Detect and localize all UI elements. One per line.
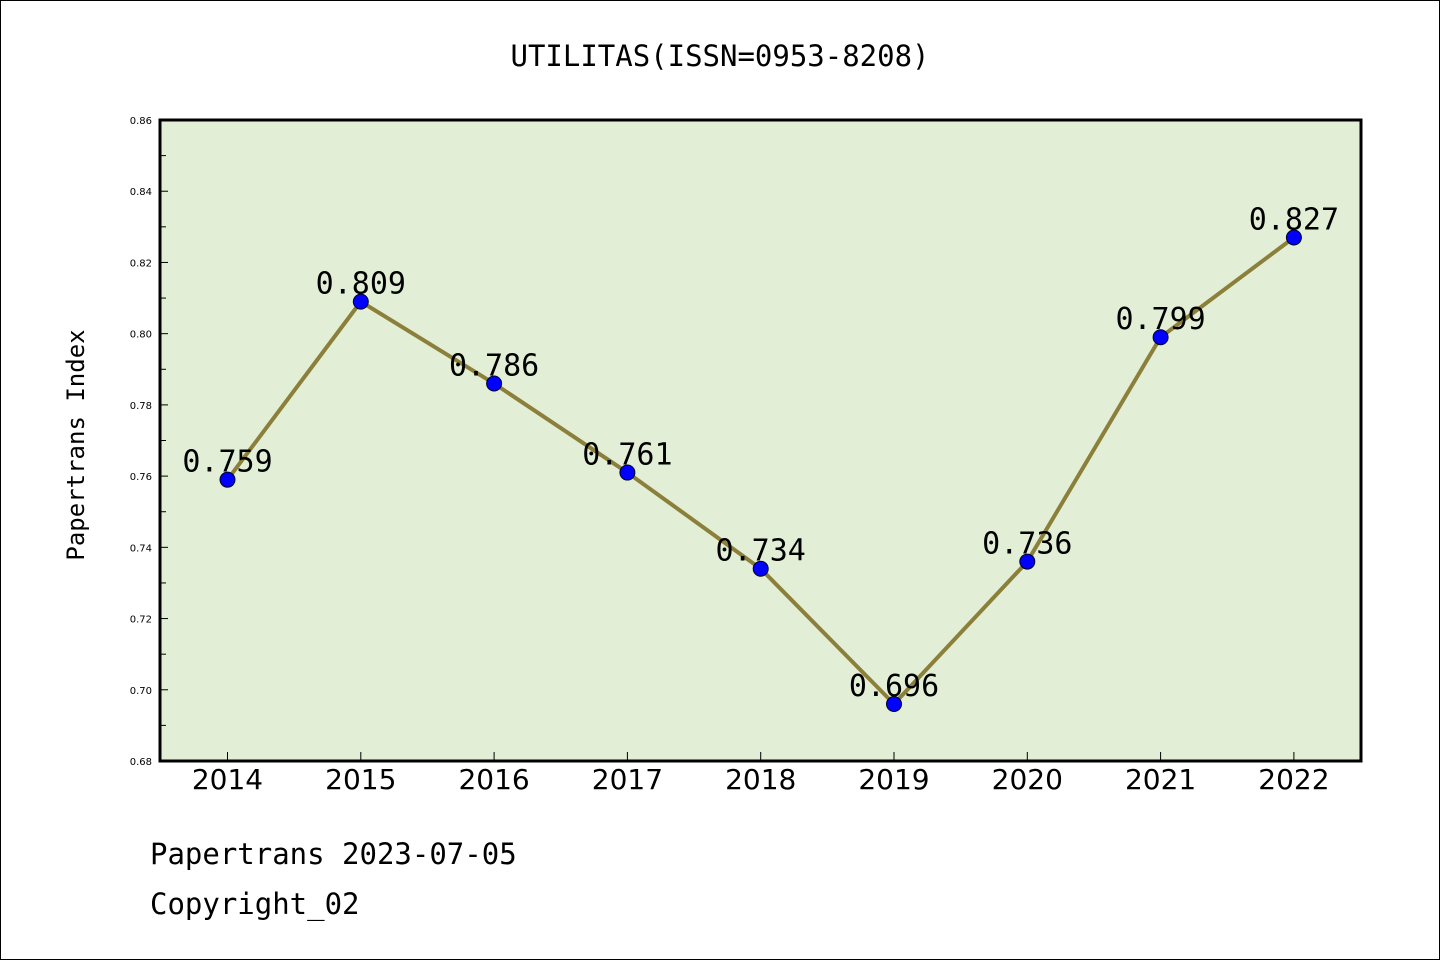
y-tick-label: 0.80 bbox=[130, 330, 152, 341]
data-point-marker bbox=[619, 464, 636, 481]
x-tick-label: 2020 bbox=[992, 763, 1063, 796]
x-tick-label: 2015 bbox=[325, 763, 396, 796]
chart-title: UTILITAS(ISSN=0953-8208) bbox=[510, 39, 929, 73]
data-label: 0.759 bbox=[182, 445, 272, 480]
data-point-marker bbox=[352, 293, 369, 310]
footer-date: Papertrans 2023-07-05 bbox=[150, 837, 517, 871]
x-tick-label: 2018 bbox=[725, 763, 796, 796]
marker-group bbox=[219, 229, 1302, 713]
y-tick-label: 0.72 bbox=[130, 615, 152, 626]
x-tick-label: 2022 bbox=[1258, 763, 1329, 796]
data-label: 0.734 bbox=[716, 534, 806, 569]
x-tick-label: 2021 bbox=[1125, 763, 1196, 796]
y-tick-label: 0.68 bbox=[130, 757, 152, 768]
y-tick-label: 0.82 bbox=[130, 258, 152, 269]
x-axis-ticks: 2014 2015 2016 2017 2018 2019 2020 2021 2022 bbox=[192, 752, 1330, 796]
y-axis-label: Papertrans Index bbox=[62, 329, 90, 560]
x-tick-label: 2019 bbox=[858, 763, 929, 796]
data-label: 0.736 bbox=[982, 527, 1072, 562]
data-label: 0.761 bbox=[582, 438, 672, 473]
y-tick-label: 0.76 bbox=[130, 472, 152, 483]
data-label: 0.827 bbox=[1249, 203, 1339, 238]
data-label: 0.786 bbox=[449, 349, 539, 384]
y-tick-label: 0.86 bbox=[130, 116, 152, 127]
x-tick-label: 2016 bbox=[458, 763, 529, 796]
data-point-marker bbox=[1285, 229, 1302, 246]
y-tick-label: 0.70 bbox=[130, 686, 152, 697]
data-label: 0.809 bbox=[316, 267, 406, 302]
x-tick-label: 2014 bbox=[192, 763, 263, 796]
data-label-group: 0.759 0.809 0.786 0.761 0.734 0.696 0.736 0.799… bbox=[182, 203, 1339, 705]
y-tick-label: 0.84 bbox=[130, 187, 152, 198]
plot-area bbox=[158, 118, 1363, 763]
data-point-marker bbox=[752, 560, 769, 577]
y-axis-ticks: 0.68 0.70 0.72 0.74 0.76 0.78 0.80 0.82 0.84 0.86 bbox=[130, 116, 168, 768]
data-point-marker bbox=[219, 471, 236, 488]
data-label: 0.696 bbox=[849, 669, 939, 704]
data-point-marker bbox=[486, 375, 503, 392]
footer-copyright: Copyright_02 bbox=[150, 887, 360, 922]
y-tick-label: 0.78 bbox=[130, 401, 152, 412]
x-tick-label: 2017 bbox=[592, 763, 663, 796]
data-point-marker bbox=[1019, 553, 1036, 570]
data-point-marker bbox=[886, 696, 902, 713]
data-label: 0.799 bbox=[1115, 302, 1205, 337]
data-point-marker bbox=[1152, 329, 1169, 346]
y-tick-label: 0.74 bbox=[130, 543, 152, 554]
